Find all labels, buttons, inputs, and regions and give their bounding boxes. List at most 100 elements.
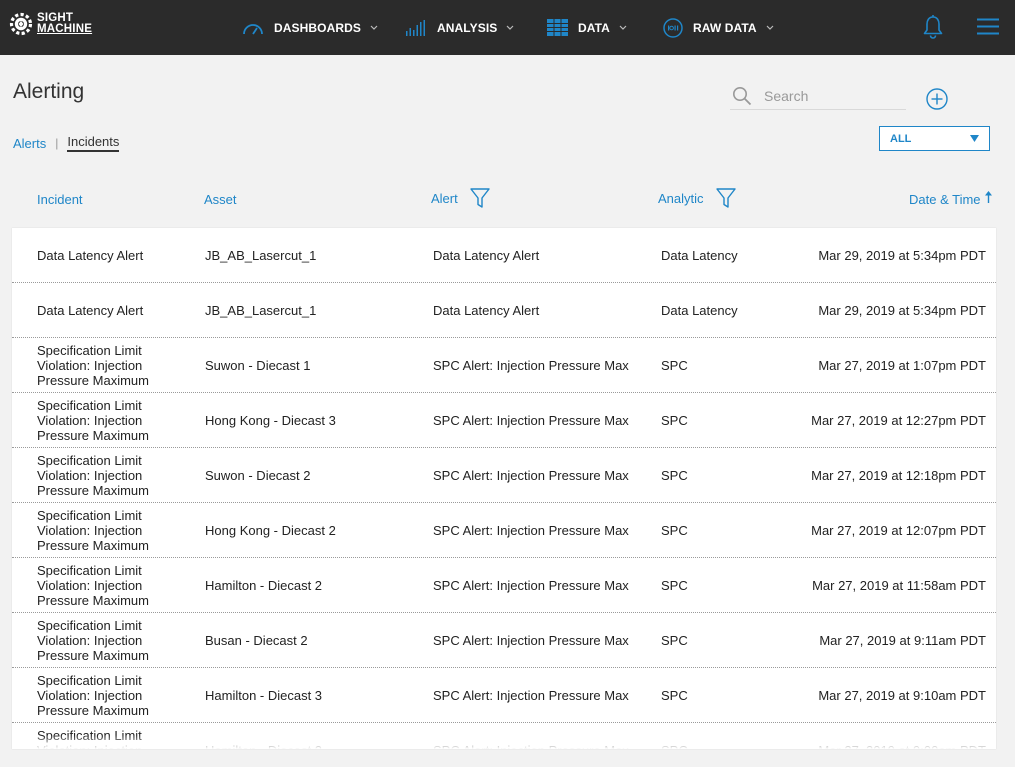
breadcrumb: Alerts | Incidents	[13, 134, 120, 152]
column-header-datetime-label: Date & Time	[909, 192, 981, 207]
cell-asset: Suwon - Diecast 2	[205, 468, 311, 483]
cell-alert: SPC Alert: Injection Pressure Max	[433, 633, 629, 648]
cell-incident: Specification Limit Violation: Injection…	[37, 728, 142, 749]
cell-incident: Specification Limit Violation: Injection…	[37, 563, 149, 608]
cell-datetime: Mar 27, 2019 at 9:10am PDT	[818, 688, 986, 703]
status-filter-value: ALL	[890, 132, 912, 145]
cell-alert: SPC Alert: Injection Pressure Max	[433, 468, 629, 483]
column-header-incident[interactable]: Incident	[37, 192, 83, 207]
cell-analytic: Data Latency	[661, 303, 738, 318]
logo-text-line2: MACHINE	[37, 23, 93, 35]
nav-raw-data-label: RAW DATA	[693, 20, 757, 35]
table-row[interactable]: Specification Limit Violation: Injection…	[12, 668, 996, 723]
cell-datetime: Mar 27, 2019 at 1:07pm PDT	[818, 358, 986, 373]
app-logo[interactable]: SIGHT MACHINE	[9, 12, 92, 36]
cell-asset: Hamilton - Diecast 2	[205, 723, 415, 749]
chevron-down-icon	[506, 25, 514, 30]
cell-datetime: Mar 27, 2019 at 9:11am PDT	[819, 633, 986, 648]
column-header-alert-label: Alert	[431, 191, 458, 206]
table-row[interactable]: Data Latency Alert JB_AB_Lasercut_1 Data…	[12, 283, 996, 338]
speedometer-icon	[242, 21, 264, 35]
cell-alert: SPC Alert: Injection Pressure Max	[433, 523, 629, 538]
cell-asset: Suwon - Diecast 1	[205, 358, 311, 373]
chevron-down-icon	[766, 25, 774, 30]
notifications-bell-icon[interactable]	[922, 15, 944, 44]
breadcrumb-alerts-link[interactable]: Alerts	[13, 135, 47, 151]
table-row[interactable]: Specification Limit Violation: Injection…	[12, 723, 996, 749]
cell-datetime: Mar 29, 2019 at 5:34pm PDT	[818, 248, 986, 263]
search-icon	[732, 86, 752, 106]
cell-incident: Specification Limit Violation: Injection…	[37, 673, 149, 718]
breadcrumb-separator: |	[55, 136, 59, 150]
cell-datetime: Mar 27, 2019 at 12:27pm PDT	[811, 413, 986, 428]
cell-asset: Hong Kong - Diecast 2	[205, 523, 336, 538]
cell-asset: Busan - Diecast 2	[205, 633, 308, 648]
column-header-datetime[interactable]: Date & Time	[909, 190, 992, 207]
table-row[interactable]: Specification Limit Violation: Injection…	[12, 338, 996, 393]
cell-analytic: SPC	[661, 633, 688, 648]
cell-analytic: SPC	[661, 413, 688, 428]
cell-alert: SPC Alert: Injection Pressure Max	[433, 413, 629, 428]
table-row[interactable]: Specification Limit Violation: Injection…	[12, 558, 996, 613]
cell-alert: Data Latency Alert	[433, 303, 540, 318]
cell-incident: Data Latency Alert	[37, 303, 144, 318]
triangle-down-icon	[970, 135, 979, 142]
plus-circle-icon	[926, 88, 948, 110]
table-row[interactable]: Specification Limit Violation: Injection…	[12, 448, 996, 503]
cell-asset: JB_AB_Lasercut_1	[205, 303, 317, 318]
cell-incident: Specification Limit Violation: Injection…	[37, 398, 149, 443]
column-header-alert[interactable]: Alert	[431, 188, 490, 209]
cell-alert: SPC Alert: Injection Pressure Max	[433, 578, 629, 593]
cell-analytic: SPC	[661, 578, 688, 593]
cell-incident: Specification Limit Violation: Injection…	[37, 508, 149, 553]
filter-funnel-icon[interactable]	[715, 188, 736, 209]
cell-asset: Hong Kong - Diecast 3	[205, 413, 336, 428]
table-row[interactable]: Specification Limit Violation: Injection…	[12, 613, 996, 668]
nav-analysis-label: ANALYSIS	[437, 20, 498, 35]
search-input[interactable]	[764, 87, 894, 104]
nav-dashboards-label: DASHBOARDS	[274, 20, 362, 35]
incidents-table: Data Latency Alert JB_AB_Lasercut_1 Data…	[12, 228, 996, 749]
column-header-incident-label: Incident	[37, 192, 83, 207]
nav-dashboards[interactable]: DASHBOARDS	[242, 0, 378, 55]
cell-asset: Hamilton - Diecast 3	[205, 688, 323, 703]
cell-analytic: SPC	[661, 358, 688, 373]
nav-analysis[interactable]: ANALYSIS	[406, 0, 514, 55]
search-box	[730, 82, 906, 110]
table-row[interactable]: Specification Limit Violation: Injection…	[12, 503, 996, 558]
nav-raw-data[interactable]: RAW DATA	[663, 0, 774, 55]
cell-incident: Specification Limit Violation: Injection…	[37, 453, 149, 498]
table-row[interactable]: Data Latency Alert JB_AB_Lasercut_1 Data…	[12, 228, 996, 283]
chevron-down-icon	[370, 25, 378, 30]
table-row[interactable]: Specification Limit Violation: Injection…	[12, 393, 996, 448]
cell-incident: Specification Limit Violation: Injection…	[37, 618, 149, 663]
bar-chart-icon	[406, 19, 427, 36]
cell-incident: Data Latency Alert	[37, 248, 144, 263]
nav-data-label: DATA	[578, 20, 610, 35]
cell-incident: Specification Limit Violation: Injection…	[37, 343, 149, 388]
filter-funnel-icon[interactable]	[470, 188, 490, 209]
cell-alert: SPC Alert: Injection Pressure Max	[433, 688, 629, 703]
cell-datetime: Mar 27, 2019 at 9:00am PDT	[818, 723, 986, 749]
hamburger-menu-icon[interactable]	[977, 18, 999, 40]
cell-analytic: SPC	[661, 723, 801, 749]
add-incident-button[interactable]	[926, 88, 948, 115]
binary-circle-icon	[663, 17, 683, 38]
cell-alert: SPC Alert: Injection Pressure Max	[433, 358, 629, 373]
cell-datetime: Mar 27, 2019 at 12:18pm PDT	[811, 468, 986, 483]
breadcrumb-incidents-current[interactable]: Incidents	[67, 134, 120, 152]
cell-datetime: Mar 29, 2019 at 5:34pm PDT	[818, 303, 986, 318]
status-filter-dropdown[interactable]: ALL	[879, 126, 990, 151]
column-header-analytic-label: Analytic	[658, 191, 704, 206]
column-header-asset-label: Asset	[204, 192, 237, 207]
cell-analytic: SPC	[661, 468, 688, 483]
cell-analytic: Data Latency	[661, 248, 738, 263]
chevron-down-icon	[619, 25, 627, 30]
top-nav-bar: SIGHT MACHINE DASHBOARDS ANALYSIS DATA	[0, 0, 1015, 55]
column-header-asset[interactable]: Asset	[204, 192, 237, 207]
nav-data[interactable]: DATA	[547, 0, 627, 55]
sort-ascending-arrow-icon	[984, 190, 992, 203]
column-header-analytic[interactable]: Analytic	[658, 188, 736, 209]
cell-asset: JB_AB_Lasercut_1	[205, 248, 317, 263]
gear-logo-icon	[9, 12, 33, 36]
